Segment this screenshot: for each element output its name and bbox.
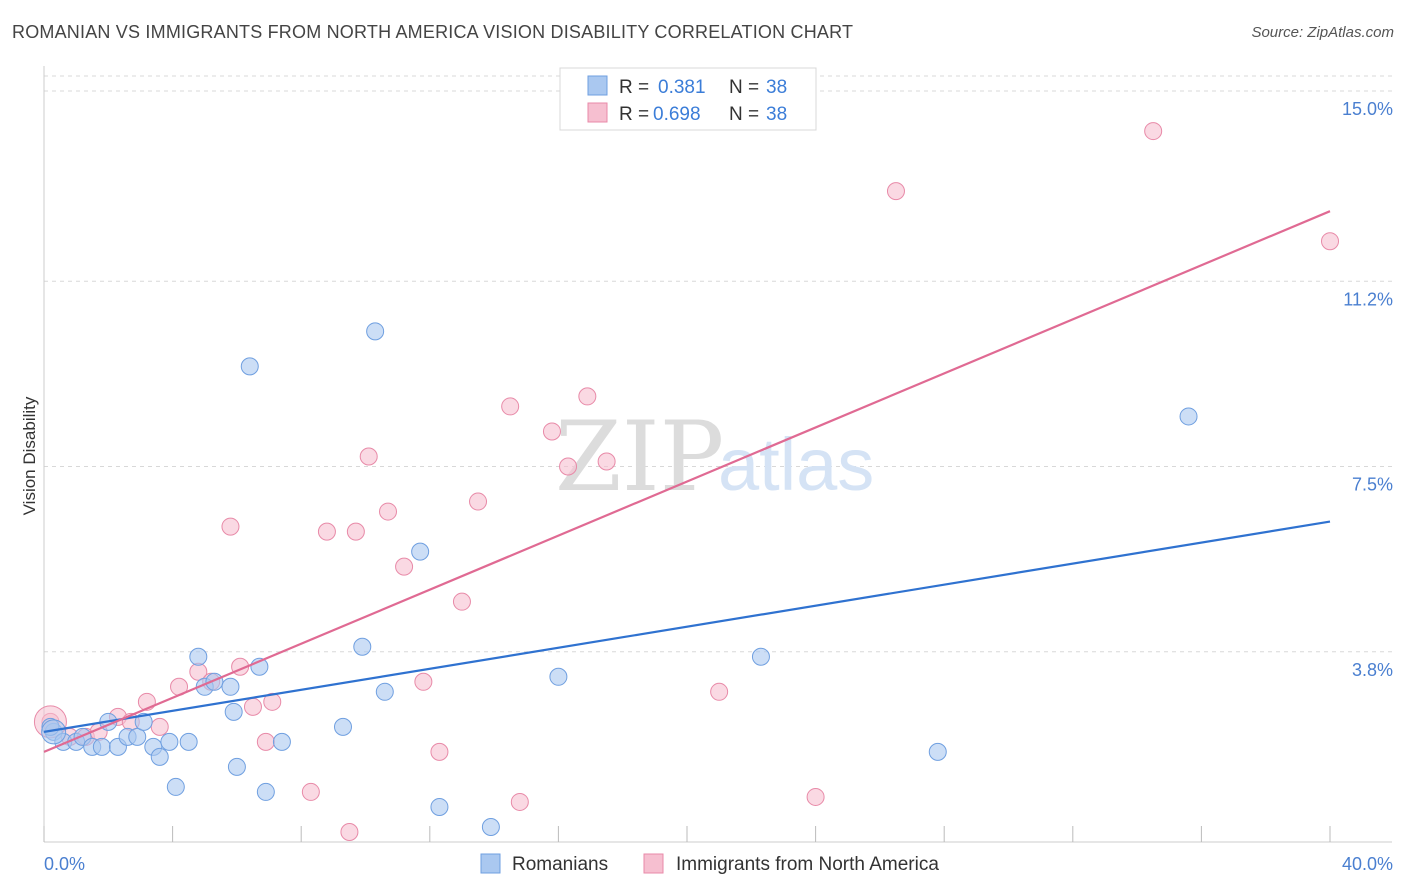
watermark-atlas: atlas <box>718 423 874 506</box>
point-romanians-26 <box>333 717 352 736</box>
series-immigrants-points <box>33 122 1339 841</box>
point-immigrants-26 <box>469 492 488 511</box>
point-immigrants-37 <box>1321 232 1339 251</box>
legend-n-label-1: N = <box>729 77 759 98</box>
point-immigrants-35 <box>886 182 905 201</box>
legend-n-value-1: 38 <box>766 77 787 98</box>
trendlines <box>43 210 1331 753</box>
y-tick-label-0: 3.8% <box>1352 660 1393 680</box>
point-romanians-21 <box>227 757 246 776</box>
point-immigrants-31 <box>578 387 597 406</box>
bottom-legend-swatch-immigrants <box>643 853 664 874</box>
point-immigrants-29 <box>542 422 561 441</box>
point-immigrants-19 <box>346 522 365 541</box>
point-romanians-5 <box>92 737 111 756</box>
point-romanians-14 <box>166 777 185 796</box>
point-romanians-34 <box>751 647 770 666</box>
y-tick-label-3: 15.0% <box>1342 99 1393 119</box>
point-romanians-30 <box>411 542 430 561</box>
bottom-legend: Romanians Immigrants from North America <box>480 853 939 875</box>
point-romanians-27 <box>353 637 372 656</box>
point-immigrants-21 <box>379 502 398 521</box>
point-romanians-33 <box>549 667 568 686</box>
bottom-legend-romanians: Romanians <box>512 854 608 875</box>
point-immigrants-23 <box>414 672 433 691</box>
point-immigrants-17 <box>317 522 336 541</box>
point-romanians-13 <box>160 732 179 751</box>
point-romanians-36 <box>1179 407 1198 426</box>
legend: R = 0.381 N = 38 R = 0.698 N = 38 <box>559 67 817 131</box>
source-label: Source: ZipAtlas.com <box>1251 24 1394 41</box>
point-romanians-35 <box>928 742 947 761</box>
point-romanians-cluster <box>41 719 67 745</box>
point-immigrants-25 <box>452 592 471 611</box>
point-immigrants-14 <box>256 732 275 751</box>
chart-title: ROMANIAN VS IMMIGRANTS FROM NORTH AMERIC… <box>12 22 854 42</box>
point-romanians-12 <box>150 747 169 766</box>
point-romanians-20 <box>224 702 243 721</box>
bottom-legend-immigrants: Immigrants from North America <box>676 854 939 875</box>
point-immigrants-7 <box>150 717 169 736</box>
series-romanians-points <box>41 322 1198 836</box>
point-immigrants-11 <box>221 517 240 536</box>
point-romanians-25 <box>272 732 291 751</box>
point-romanians-22 <box>240 357 259 376</box>
point-immigrants-16 <box>301 782 320 801</box>
trendline-immigrants <box>43 210 1331 753</box>
point-immigrants-30 <box>559 457 578 476</box>
legend-r-label-1: R = <box>619 77 649 98</box>
point-romanians-16 <box>189 647 208 666</box>
y-tick-label-1: 7.5% <box>1352 475 1393 495</box>
point-romanians-19 <box>221 677 240 696</box>
point-immigrants-32 <box>597 452 616 471</box>
legend-swatch-blue <box>587 75 608 96</box>
point-romanians-9 <box>128 727 147 746</box>
point-romanians-10 <box>134 712 153 731</box>
point-romanians-29 <box>375 682 394 701</box>
y-tick-label-2: 11.2% <box>1343 289 1393 309</box>
bottom-legend-swatch-romanians <box>480 853 501 874</box>
trendline-romanians <box>43 520 1331 733</box>
y-tick-labels: 3.8% 7.5% 11.2% 15.0% <box>1342 99 1393 680</box>
point-immigrants-27 <box>501 397 520 416</box>
point-immigrants-22 <box>395 557 414 576</box>
watermark-zip: ZIP <box>555 401 724 513</box>
point-immigrants-18 <box>340 822 359 841</box>
point-romanians-28 <box>366 322 385 341</box>
point-immigrants-24 <box>430 742 449 761</box>
point-romanians-32 <box>481 817 500 836</box>
point-immigrants-28 <box>510 792 529 811</box>
point-immigrants-20 <box>359 447 378 466</box>
x-tick-label-min: 0.0% <box>44 854 85 874</box>
legend-r-value-2: 0.698 <box>653 104 701 125</box>
legend-r-value-1: 0.381 <box>658 77 706 98</box>
point-romanians-31 <box>430 797 449 816</box>
point-romanians-24 <box>256 782 275 801</box>
legend-n-label-2: N = <box>729 104 759 125</box>
y-axis-label: Vision Disability <box>20 396 39 515</box>
legend-n-value-2: 38 <box>766 104 787 125</box>
x-tick-label-max: 40.0% <box>1342 854 1393 874</box>
watermark: ZIP atlas <box>555 401 874 513</box>
point-immigrants-34 <box>806 787 825 806</box>
legend-r-label-2: R = <box>619 104 649 125</box>
legend-swatch-pink <box>587 102 608 123</box>
point-immigrants-36 <box>1144 122 1163 141</box>
point-immigrants-13 <box>243 697 262 716</box>
point-immigrants-15 <box>263 692 282 711</box>
point-romanians-15 <box>179 732 198 751</box>
point-immigrants-33 <box>710 682 729 701</box>
